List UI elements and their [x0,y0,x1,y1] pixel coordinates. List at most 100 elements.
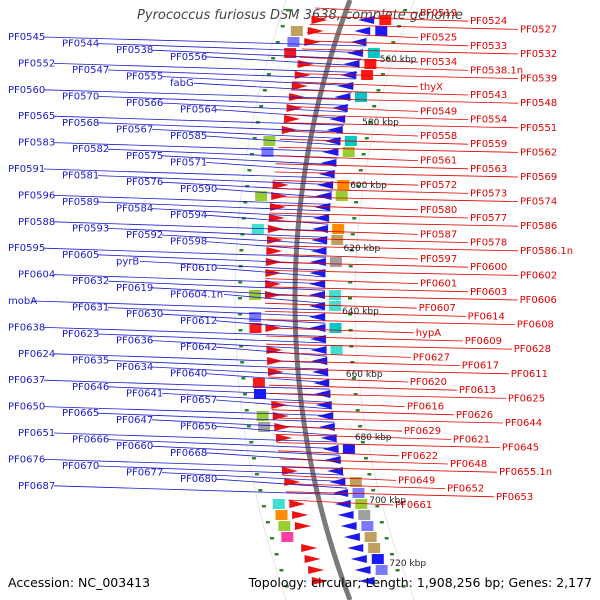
forward-gene-label: fabG [170,78,194,89]
reverse-gene-label: PF0655.1n [499,467,552,478]
forward-gene-label: PF0637 [8,375,45,386]
reverse-gene-label: PF0532 [520,49,557,60]
reverse-gene-label: PF0649 [398,475,435,486]
tick-mark [251,457,256,460]
forward-leader-line [161,472,346,482]
reverse-gene-label: PF0587 [420,229,457,240]
tick-mark [239,249,244,252]
reverse-gene-arrow [308,566,325,574]
backbone-layer [234,0,416,600]
forward-gene-label: PF0591 [8,164,45,175]
feature-box [368,543,381,553]
forward-gene-label: PF0593 [72,223,109,234]
tick-mark [352,217,357,220]
reverse-leader-line [279,458,448,465]
forward-gene-label: mobA [8,296,37,307]
forward-gene-arrow [317,412,334,420]
forward-gene-label: PF0564 [180,105,217,116]
reverse-gene-label: PF0608 [517,320,554,331]
feature-box [278,521,291,531]
forward-leader-line [215,399,333,410]
tick-mark [280,25,285,28]
feature-box [379,15,392,25]
reverse-leader-line [276,155,419,161]
reverse-leader-line [266,352,411,358]
tick-mark [270,537,275,540]
tick-mark [261,505,266,508]
reverse-gene-label: PF0549 [420,106,457,117]
tick-mark [361,153,366,156]
forward-gene-label: PF0670 [62,461,99,472]
forward-gene-label: PF0567 [116,124,153,135]
scale-label: 580 kbp [362,118,399,128]
forward-gene-label: PF0560 [8,85,45,96]
reverse-gene-label: PF0578 [470,238,507,249]
feature-box [337,180,350,190]
forward-gene-label: PF0634 [116,362,153,373]
feature-box [251,224,264,234]
reverse-leader-line [266,343,512,350]
feature-box [349,477,362,487]
feature-box [367,48,380,58]
forward-gene-label: PF0638 [8,322,45,333]
forward-leader-line [215,320,326,331]
forward-gene-arrow [329,115,346,123]
forward-gene-label: PF0647 [116,415,153,426]
reverse-leader-line [279,138,469,145]
tick-mark [385,57,390,60]
reverse-leader-line [265,319,515,325]
forward-leader-line [205,241,327,251]
forward-leader-line [107,360,328,370]
forward-gene-label: PF0642 [180,342,217,353]
feature-box [342,147,355,157]
reverse-gene-label: PF0600 [470,262,507,273]
tick-mark [249,441,254,444]
forward-leader-line [43,406,334,416]
tick-mark [242,393,247,396]
reverse-gene-label: PF0561 [420,156,457,167]
forward-gene-label: PF0630 [126,309,163,320]
forward-leader-line [97,201,330,212]
reverse-gene-label: PF0652 [447,484,484,495]
forward-leader-line [43,327,326,337]
forward-leader-line [215,426,337,436]
reverse-leader-line [269,384,457,391]
forward-gene-arrow [340,522,357,530]
feature-box [342,444,355,454]
tick-mark [265,521,270,524]
tick-mark [354,201,359,204]
reverse-leader-line [265,286,469,293]
reverse-gene-arrow [271,192,288,200]
forward-leader-line [161,76,354,86]
forward-gene-label: PF0687 [18,481,55,492]
forward-gene-label: PF0595 [8,243,45,254]
gene-label-layer: PF0545 PF0544 PF0538 PF0556 PF0552 PF0547 PF05… [8,8,573,511]
forward-leader-line [43,459,343,469]
reverse-gene-label: PF0538.1n [470,65,523,76]
reverse-leader-line [271,196,519,202]
reverse-gene-label: PF0573 [470,188,507,199]
forward-leader-line [205,373,330,383]
feature-box [329,290,342,300]
forward-leader-line [161,181,333,192]
feature-box [331,235,344,245]
forward-leader-line [97,43,364,53]
reverse-leader-line [267,237,469,243]
tick-mark [238,281,243,284]
forward-leader-line [161,102,347,113]
tick-mark [358,169,363,172]
feature-box [355,92,368,102]
leader-line-layer [31,7,519,506]
reverse-gene-label: PF0558 [420,131,457,142]
forward-gene-label: PF0636 [116,336,153,347]
reverse-gene-label: PF0533 [470,41,507,52]
feature-box [375,565,388,575]
forward-gene-arrow [309,335,326,343]
forward-gene-arrow [315,401,332,409]
reverse-gene-label: PF0586 [520,221,557,232]
reverse-leader-line [315,7,419,14]
feature-box [375,26,388,36]
reverse-gene-arrow [307,27,324,35]
forward-leader-line [151,366,329,377]
